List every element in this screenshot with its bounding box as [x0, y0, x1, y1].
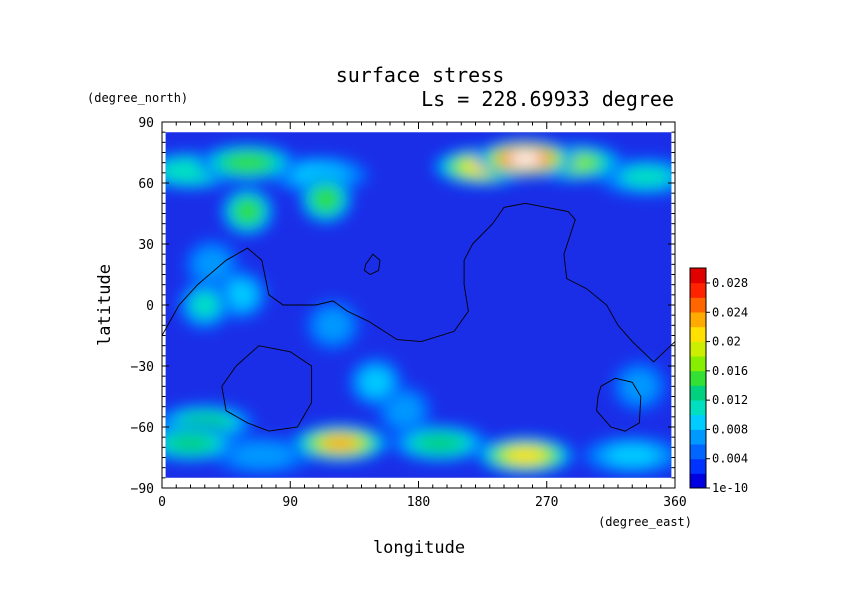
colorbar-label: 0.02 [712, 335, 741, 349]
colorbar-swatch [690, 282, 706, 298]
stress-hotspot [227, 154, 268, 171]
colorbar-label: 0.016 [712, 364, 748, 378]
stress-hotspot [621, 167, 672, 187]
stress-hotspot [507, 448, 544, 463]
x-tick-label: 180 [407, 495, 430, 510]
stress-hotspot [226, 282, 255, 308]
stress-hotspot [316, 309, 350, 341]
colorbar-swatch [690, 341, 706, 357]
y-tick-label: 0 [146, 299, 154, 314]
stress-hotspot [362, 369, 390, 395]
y-tick-labels: 90 60 30 0 −30 −60 −90 [131, 116, 154, 497]
colorbar-swatch [690, 356, 706, 372]
contour-line [161, 202, 676, 363]
stress-hotspot [230, 443, 294, 468]
y-tick-label: 30 [138, 238, 154, 253]
stress-hotspot [417, 434, 463, 452]
colorbar-swatch [690, 385, 706, 401]
stress-hotspot [314, 189, 337, 210]
colorbar-label: 0.012 [712, 393, 748, 407]
x-tick-label: 0 [158, 495, 166, 510]
colorbar-swatch [690, 458, 706, 474]
stress-field [165, 132, 672, 478]
colorbar-swatch [690, 297, 706, 313]
colorbar-swatch [690, 473, 706, 489]
chart-subtitle: Ls = 228.69933 degree [421, 87, 674, 111]
x-tick-labels: 0 90 180 270 360 [158, 495, 687, 510]
y-unit-label: (degree_north) [87, 91, 188, 105]
stress-hotspot [191, 292, 219, 318]
colorbar-label: 0.004 [712, 452, 748, 466]
contour-line [363, 253, 381, 276]
topography-contours [161, 202, 676, 432]
colorbar-swatch [690, 370, 706, 386]
contour-line [221, 345, 313, 432]
stress-hotspot [236, 201, 259, 222]
stress-hotspot [194, 248, 229, 280]
x-axis-title: longitude [373, 538, 465, 558]
colorbar-swatch [690, 400, 706, 416]
x-unit-label: (degree_east) [598, 515, 692, 529]
colorbar-swatch [690, 268, 706, 284]
colorbar-labels: 0.028 0.024 0.02 0.016 0.012 0.008 0.004 1e-10 [706, 276, 748, 495]
colorbar-swatch [690, 429, 706, 445]
colorbar-swatch [690, 444, 706, 460]
y-axis-title: latitude [95, 264, 115, 346]
chart-title: surface stress [336, 63, 505, 87]
colorbar-label: 1e-10 [712, 481, 748, 495]
stress-hotspot [606, 445, 658, 466]
colorbar [689, 267, 707, 489]
axis-ticks [161, 121, 676, 489]
contour-line [596, 377, 642, 432]
stress-hotspot [508, 152, 543, 166]
x-tick-label: 360 [663, 495, 686, 510]
y-tick-label: −30 [131, 360, 154, 375]
y-tick-label: −90 [131, 482, 154, 497]
colorbar-swatch [690, 326, 706, 342]
y-tick-label: 90 [138, 116, 154, 131]
colorbar-frame [689, 267, 707, 489]
x-tick-label: 270 [535, 495, 558, 510]
colorbar-swatch [690, 312, 706, 328]
x-tick-label: 90 [282, 495, 298, 510]
colorbar-label: 0.028 [712, 276, 748, 290]
y-tick-label: −60 [131, 421, 154, 436]
stress-hotspot [321, 436, 359, 451]
stress-hotspot [168, 434, 213, 452]
colorbar-label: 0.024 [712, 305, 748, 319]
colorbar-swatch [690, 414, 706, 430]
stress-hotspot [387, 395, 422, 427]
y-tick-label: 60 [138, 177, 154, 192]
colorbar-label: 0.008 [712, 422, 748, 436]
stress-hotspot [622, 370, 657, 402]
